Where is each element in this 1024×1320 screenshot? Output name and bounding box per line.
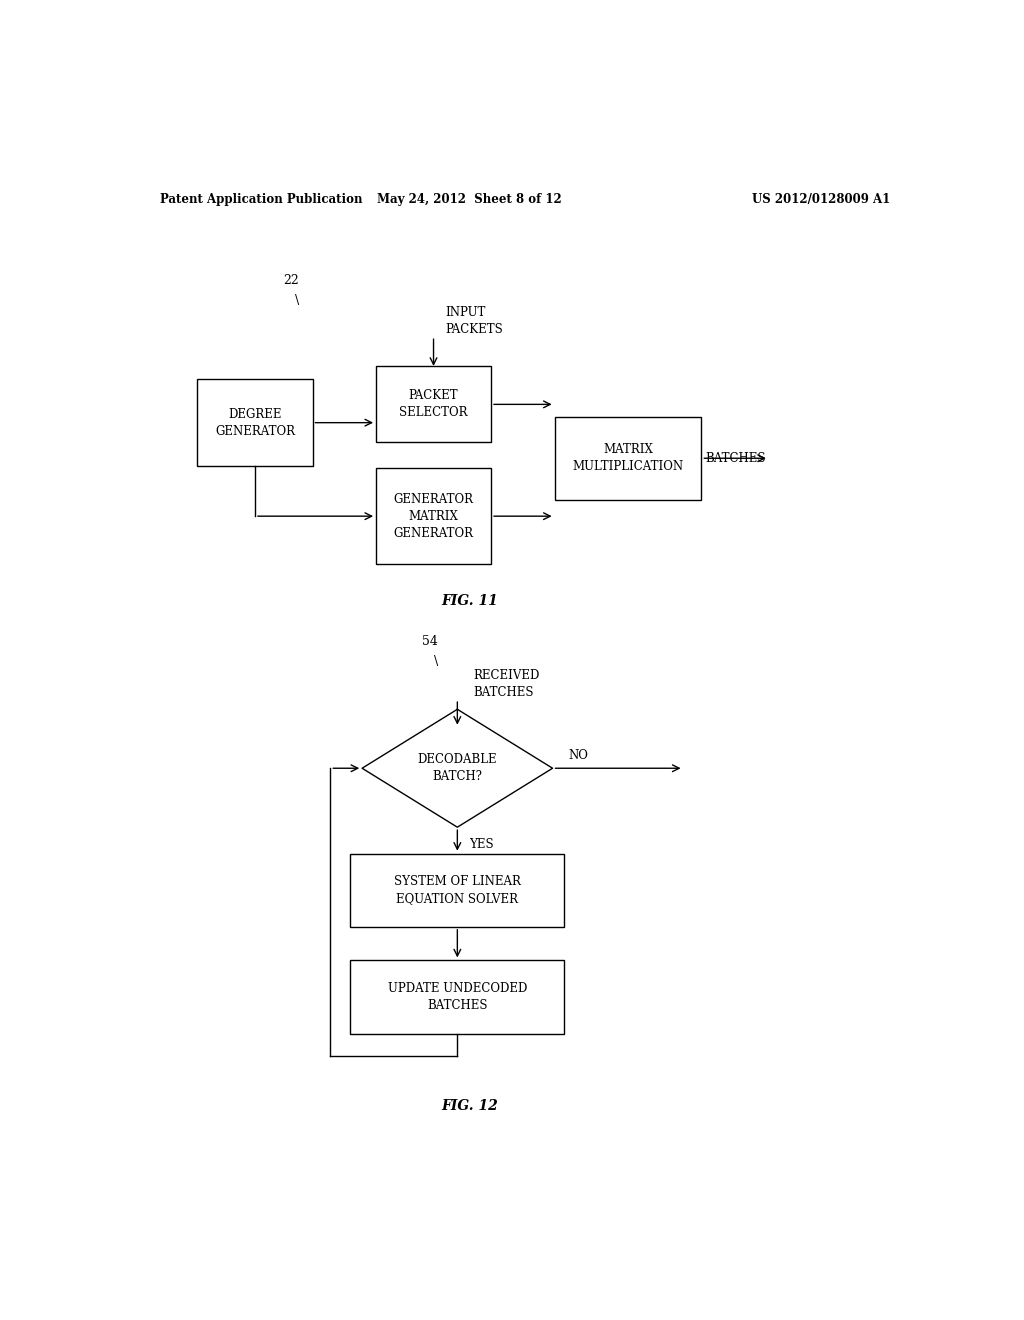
Text: Patent Application Publication: Patent Application Publication [160, 193, 362, 206]
Text: MATRIX
MULTIPLICATION: MATRIX MULTIPLICATION [572, 444, 684, 474]
Text: RECEIVED
BATCHES: RECEIVED BATCHES [473, 669, 540, 698]
Text: \: \ [433, 655, 438, 668]
Text: UPDATE UNDECODED
BATCHES: UPDATE UNDECODED BATCHES [388, 982, 527, 1012]
Text: FIG. 11: FIG. 11 [441, 594, 498, 607]
Text: SYSTEM OF LINEAR
EQUATION SOLVER: SYSTEM OF LINEAR EQUATION SOLVER [394, 875, 521, 906]
Text: GENERATOR
MATRIX
GENERATOR: GENERATOR MATRIX GENERATOR [393, 492, 473, 540]
Text: FIG. 12: FIG. 12 [441, 1098, 498, 1113]
Text: DEGREE
GENERATOR: DEGREE GENERATOR [215, 408, 295, 438]
Text: BATCHES: BATCHES [706, 451, 766, 465]
FancyBboxPatch shape [350, 961, 564, 1034]
Text: 54: 54 [422, 635, 437, 648]
Polygon shape [362, 709, 553, 828]
Text: PACKET
SELECTOR: PACKET SELECTOR [399, 389, 468, 420]
Text: DECODABLE
BATCH?: DECODABLE BATCH? [418, 754, 498, 783]
Text: 22: 22 [283, 273, 299, 286]
FancyBboxPatch shape [350, 854, 564, 927]
Text: INPUT
PACKETS: INPUT PACKETS [445, 306, 503, 337]
FancyBboxPatch shape [376, 467, 492, 565]
Text: May 24, 2012  Sheet 8 of 12: May 24, 2012 Sheet 8 of 12 [377, 193, 561, 206]
Text: YES: YES [469, 838, 494, 851]
Text: US 2012/0128009 A1: US 2012/0128009 A1 [752, 193, 890, 206]
Text: \: \ [295, 294, 299, 308]
FancyBboxPatch shape [376, 366, 492, 442]
Text: NO: NO [568, 748, 589, 762]
FancyBboxPatch shape [198, 379, 312, 466]
FancyBboxPatch shape [555, 417, 701, 500]
